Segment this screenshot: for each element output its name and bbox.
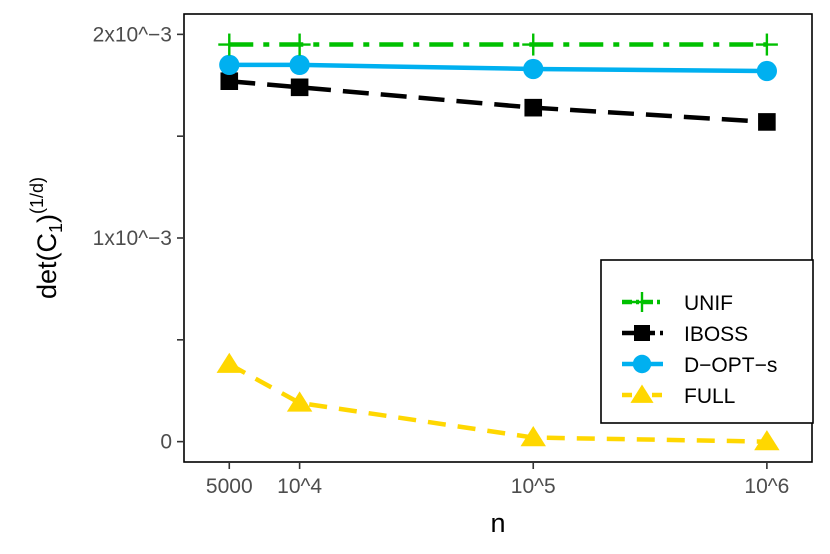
series-line (229, 62, 767, 74)
y-title-superscript: (1/d) (27, 177, 47, 214)
legend-label: UNIF (684, 292, 733, 315)
legend-item: D−OPT−s (622, 354, 777, 377)
legend-item: IBOSS (622, 323, 748, 346)
legend-label: IBOSS (684, 323, 748, 346)
legend-label: D−OPT−s (684, 354, 777, 377)
legend-key-marker (632, 354, 652, 374)
legend-item: UNIF (622, 292, 733, 315)
series-plus (218, 33, 778, 56)
data-point (286, 391, 313, 412)
data-point (219, 54, 240, 76)
x-tick-label: 10^5 (511, 475, 556, 498)
data-point (522, 33, 545, 56)
data-point (755, 33, 778, 56)
series-line (228, 362, 767, 444)
legend-item: FULL (622, 384, 735, 408)
y-tick-label: 0 (160, 431, 172, 454)
x-tick-label: 10^6 (744, 475, 789, 498)
series-line (229, 78, 768, 125)
data-point (520, 426, 546, 447)
y-title-subscript: 1 (46, 223, 66, 233)
data-point (220, 72, 239, 90)
series-square (220, 72, 776, 131)
svg-text:det(C1)(1/d): det(C1)(1/d) (27, 177, 66, 299)
x-tick-label: 5000 (206, 475, 253, 498)
data-point (290, 78, 309, 97)
data-point (218, 33, 241, 56)
legend: UNIF IBOSS D−OPT−s FULL (600, 259, 814, 424)
legend-label: FULL (684, 385, 735, 408)
series-circle (219, 54, 777, 82)
legend-key-marker (630, 384, 654, 403)
data-point (289, 54, 310, 76)
data-point (754, 430, 780, 451)
y-axis: 0 1x10^−3 2x10^−3 (93, 23, 184, 454)
data-point (216, 352, 242, 373)
y-title-close: ) (32, 214, 62, 223)
data-point (524, 98, 543, 117)
data-point (288, 33, 311, 56)
x-tick-label: 10^4 (277, 475, 322, 498)
data-point (756, 60, 777, 82)
legend-key-marker (634, 325, 650, 341)
y-tick-label: 1x10^−3 (93, 227, 172, 250)
data-point (758, 113, 776, 131)
data-point (523, 58, 544, 80)
legend-key-marker (632, 292, 652, 312)
y-title-main: det(C (32, 233, 62, 299)
y-axis-title: det(C1)(1/d) (27, 177, 66, 299)
series-triangle (216, 352, 780, 451)
y-tick-label: 2x10^−3 (93, 23, 172, 46)
x-axis: 5000 10^4 10^5 10^6 (206, 462, 789, 498)
series-group (216, 33, 780, 451)
x-axis-title: n (490, 508, 505, 538)
